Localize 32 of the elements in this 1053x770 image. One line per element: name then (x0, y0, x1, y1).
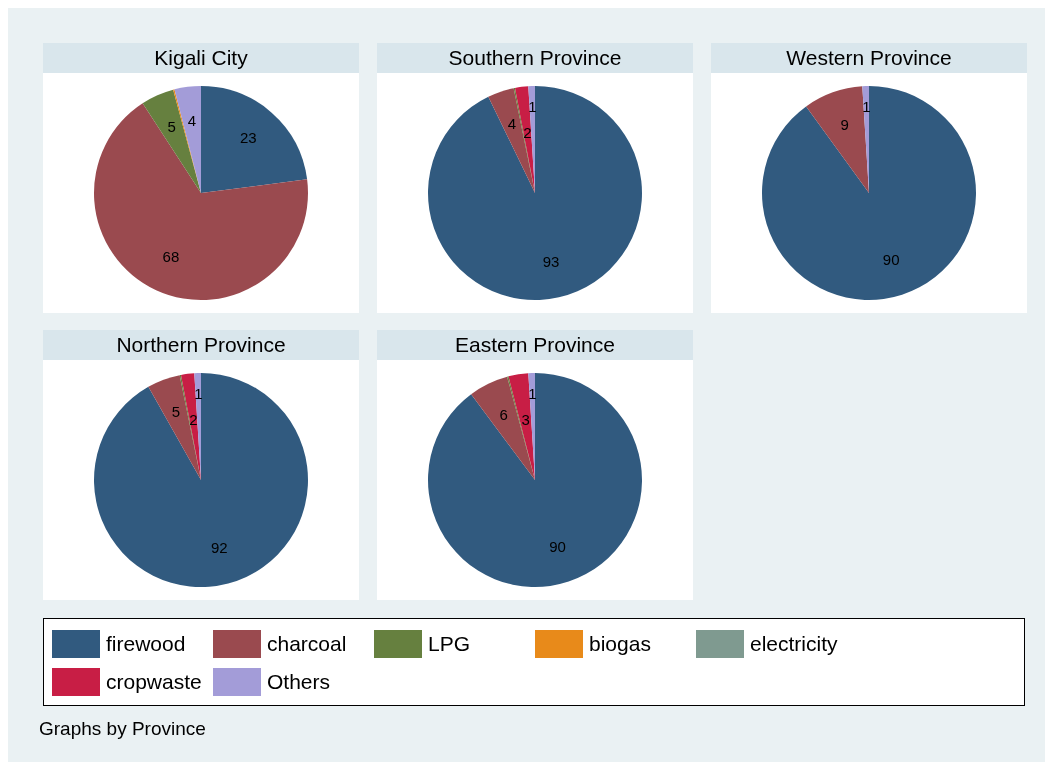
chart-title: Western Province (711, 43, 1027, 73)
legend-label: cropwaste (106, 670, 202, 694)
data-label: 3 (521, 410, 530, 428)
chart-title: Kigali City (43, 43, 359, 73)
text: Graphs by Province (39, 718, 206, 740)
legend-label: Others (267, 670, 331, 694)
data-label: 2 (189, 410, 198, 428)
data-label: 1 (528, 384, 537, 402)
data-label: 92 (210, 539, 228, 557)
chart-title: Northern Province (43, 330, 359, 360)
data-label: 90 (882, 251, 900, 269)
legend-label: charcoal (267, 632, 347, 656)
data-label: 23 (239, 129, 257, 147)
data-label: 2 (523, 123, 532, 141)
data-label: 4 (507, 115, 517, 133)
data-label: 1 (194, 384, 203, 402)
data-label: 9 (840, 115, 849, 133)
data-label: 1 (862, 97, 871, 115)
chart-title: Southern Province (377, 43, 693, 73)
data-label: 1 (528, 97, 537, 115)
chart-title: Eastern Province (377, 330, 693, 360)
legend-label: biogas (589, 632, 651, 656)
data-label: 4 (187, 112, 197, 130)
data-label: 93 (542, 253, 560, 271)
data-label: 6 (499, 405, 508, 423)
data-label: 5 (167, 117, 176, 135)
legend-label: electricity (750, 632, 838, 656)
data-label: 68 (162, 248, 180, 266)
data-label: 5 (171, 402, 181, 420)
legend-label: LPG (428, 632, 471, 656)
legend-label: firewood (106, 632, 186, 656)
data-label: 90 (549, 538, 566, 556)
